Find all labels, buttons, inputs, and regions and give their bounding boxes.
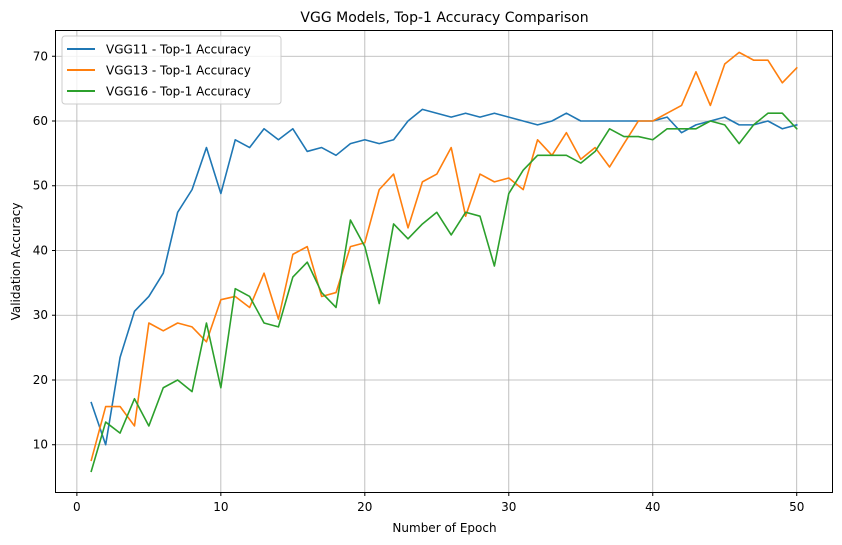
series-line-3 bbox=[90, 112, 798, 473]
x-tick-label: 20 bbox=[357, 500, 372, 514]
y-axis-label: Validation Accuracy bbox=[9, 203, 23, 321]
x-tick-label: 30 bbox=[501, 500, 516, 514]
x-axis-label: Number of Epoch bbox=[392, 521, 496, 535]
y-tick-label: 20 bbox=[33, 373, 48, 387]
legend-label-2: VGG13 - Top-1 Accuracy bbox=[106, 64, 251, 78]
legend-label-3: VGG16 - Top-1 Accuracy bbox=[106, 85, 251, 99]
x-axis-ticks: 0 10 20 30 40 50 bbox=[73, 492, 804, 514]
x-tick-label: 40 bbox=[645, 500, 660, 514]
legend-box bbox=[61, 35, 282, 105]
y-tick-label: 50 bbox=[33, 179, 48, 193]
y-tick-label: 70 bbox=[33, 49, 48, 63]
legend-label-1: VGG11 - Top-1 Accuracy bbox=[106, 43, 251, 57]
y-axis-ticks: 10 20 30 40 50 60 70 bbox=[33, 49, 56, 452]
x-tick-label: 50 bbox=[789, 500, 804, 514]
grid bbox=[56, 31, 832, 492]
series-line-1 bbox=[90, 108, 798, 446]
chart-title: VGG Models, Top-1 Accuracy Comparison bbox=[300, 10, 588, 26]
x-tick-label: 10 bbox=[213, 500, 228, 514]
y-tick-label: 10 bbox=[33, 438, 48, 452]
y-tick-label: 30 bbox=[33, 308, 48, 322]
legend: VGG11 - Top-1 Accuracy VGG13 - Top-1 Accu… bbox=[61, 35, 282, 105]
series-lines bbox=[90, 51, 798, 473]
x-tick-label: 0 bbox=[73, 500, 81, 514]
y-tick-label: 40 bbox=[33, 243, 48, 257]
plot-frame bbox=[55, 30, 833, 493]
y-tick-label: 60 bbox=[33, 114, 48, 128]
